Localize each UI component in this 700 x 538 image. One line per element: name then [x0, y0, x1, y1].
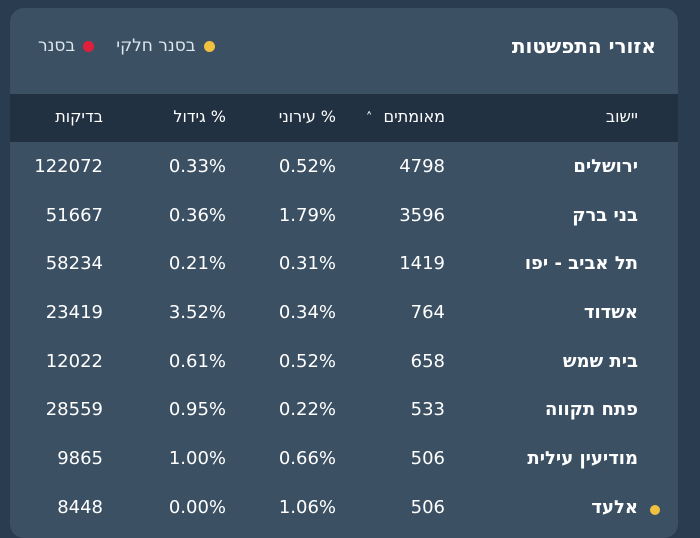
header-confirmed-label: מאומתים	[383, 107, 446, 126]
cell-confirmed: 658	[410, 350, 445, 372]
cell-growth: 0.95%	[168, 399, 226, 421]
header-tests[interactable]: בדיקות	[55, 107, 103, 126]
table-row[interactable]: פתח תקווה 533 0.22% 0.95% 28559	[10, 385, 678, 434]
cell-confirmed: 3596	[399, 204, 445, 226]
spread-areas-card: אזורי התפשטות בסנר בסנר חלקי יישוב מאומת…	[10, 8, 678, 538]
red-dot-icon	[83, 40, 95, 52]
cell-urban: 0.66%	[278, 448, 336, 470]
header-confirmed[interactable]: מאומתים ˄	[366, 107, 445, 126]
cell-growth: 0.61%	[168, 350, 226, 372]
cell-tests: 51667	[45, 204, 103, 226]
yellow-dot-icon	[203, 40, 215, 52]
cell-urban: 0.52%	[278, 350, 336, 372]
table-body: ירושלים 4798 0.52% 0.33% 122072 בני ברק 3596 1.…	[10, 142, 678, 532]
cell-tests: 122072	[34, 156, 103, 177]
legend-label: בסנר חלקי	[116, 36, 196, 56]
cell-growth: 0.36%	[168, 204, 226, 226]
cell-growth: 0.21%	[168, 253, 226, 275]
cell-confirmed: 506	[410, 448, 445, 470]
table-row[interactable]: אלעד 506 1.06% 0.00% 8448	[10, 483, 678, 532]
table-row[interactable]: בני ברק 3596 1.79% 0.36% 51667	[10, 191, 678, 240]
card-title: אזורי התפשטות	[511, 34, 656, 58]
cell-confirmed: 1419	[399, 253, 445, 275]
cell-city: אשדוד	[583, 302, 638, 324]
cell-city: אלעד	[591, 496, 638, 518]
cell-growth: 3.52%	[168, 302, 226, 324]
cell-urban: 1.06%	[278, 496, 336, 518]
cell-urban: 1.79%	[278, 204, 336, 226]
cell-urban: 0.31%	[278, 253, 336, 275]
table-row[interactable]: מודיעין עילית 506 0.66% 1.00% 9865	[10, 434, 678, 483]
cell-growth: 0.33%	[168, 156, 226, 177]
cell-city: ירושלים	[573, 156, 638, 177]
cell-growth: 1.00%	[168, 448, 226, 470]
legend: בסנר בסנר חלקי	[38, 36, 215, 56]
cell-city: תל אביב - יפו	[524, 253, 638, 275]
cell-tests: 58234	[45, 253, 103, 275]
table-row[interactable]: ירושלים 4798 0.52% 0.33% 122072	[10, 142, 678, 191]
legend-item-partial-lockdown: בסנר חלקי	[116, 36, 215, 56]
cell-confirmed: 764	[410, 302, 445, 324]
table-row[interactable]: תל אביב - יפו 1419 0.31% 0.21% 58234	[10, 239, 678, 288]
partial-lockdown-dot-icon	[650, 504, 660, 515]
card-header: אזורי התפשטות בסנר בסנר חלקי	[10, 8, 678, 92]
cell-urban: 0.22%	[278, 399, 336, 421]
cell-confirmed: 4798	[399, 156, 445, 177]
cell-city: בית שמש	[562, 350, 638, 372]
cell-confirmed: 533	[410, 399, 445, 421]
header-city[interactable]: יישוב	[605, 107, 638, 126]
cell-urban: 0.52%	[278, 156, 336, 177]
header-growth[interactable]: % גידול	[173, 107, 226, 126]
cell-urban: 0.34%	[278, 302, 336, 324]
table-row[interactable]: אשדוד 764 0.34% 3.52% 23419	[10, 288, 678, 337]
cell-city: פתח תקווה	[544, 399, 638, 421]
cell-tests: 23419	[45, 302, 103, 324]
cell-tests: 9865	[57, 448, 103, 470]
legend-item-full-lockdown: בסנר	[38, 36, 95, 56]
cell-confirmed: 506	[410, 496, 445, 518]
sort-ascending-icon[interactable]: ˄	[365, 111, 373, 126]
table-header: יישוב מאומתים ˄ % עירוני % גידול בדיקות	[10, 94, 678, 142]
table-row[interactable]: בית שמש 658 0.52% 0.61% 12022	[10, 337, 678, 386]
cell-city: בני ברק	[572, 204, 638, 226]
cell-growth: 0.00%	[168, 496, 226, 518]
cell-city: מודיעין עילית	[527, 448, 638, 470]
cell-tests: 8448	[57, 496, 103, 518]
header-urban[interactable]: % עירוני	[278, 107, 336, 126]
cell-tests: 28559	[45, 399, 103, 421]
legend-label: בסנר	[38, 36, 76, 56]
cell-tests: 12022	[45, 350, 103, 372]
